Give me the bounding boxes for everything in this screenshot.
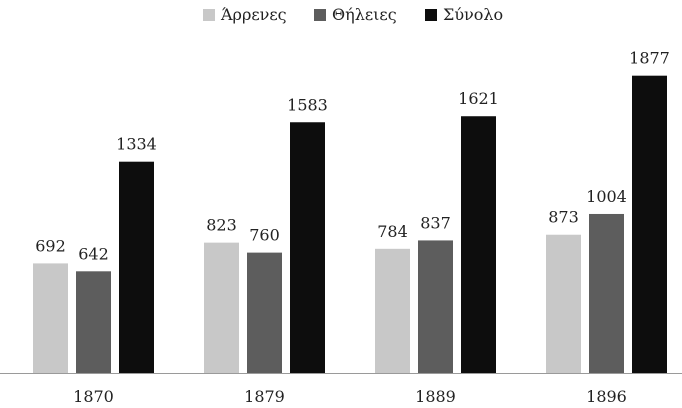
data-label-1879-series-2: 760 [249,226,280,245]
bar-1870-series-2 [76,271,111,373]
data-label-1896-series-2: 1004 [586,187,627,206]
legend-swatch-3 [425,9,437,21]
data-label-1889-series-2: 837 [420,213,451,232]
data-label-1870-series-1: 692 [35,236,66,255]
bar-1889-series-2 [418,240,453,373]
legend-label-3: Σύνολο [443,5,503,24]
bar-1896-series-3 [632,75,667,373]
bar-1889-series-1 [375,248,410,373]
data-label-1870-series-3: 1334 [116,135,157,154]
bar-1879-series-1 [204,242,239,373]
x-tick-label-1889: 1889 [415,387,456,406]
bar-group-1889: 784 837 1621 [375,89,499,374]
bar-1879-series-2 [247,252,282,373]
bar-1879-series-3 [290,122,325,373]
x-tick-label-1896: 1896 [586,387,627,406]
x-tick-label-1870: 1870 [73,387,114,406]
bar-1870-series-1 [33,263,68,373]
legend-label-1: Άρρενες [220,5,287,24]
data-label-1879-series-1: 823 [206,216,237,235]
bar-1896-series-2 [589,213,624,373]
data-label-1889-series-1: 784 [377,222,408,241]
x-tick-label-1879: 1879 [244,387,285,406]
data-label-1896-series-1: 873 [548,208,579,227]
legend-swatch-2 [314,9,326,21]
bar-1870-series-3 [119,161,154,373]
bar-group-1879: 823 760 1583 [204,95,328,373]
legend-label-2: Θήλειες [332,5,397,24]
bar-group-1870: 692 642 1334 [33,135,157,373]
bar-group-1896: 873 1004 1877 [546,49,670,373]
bar-1889-series-3 [461,116,496,374]
legend-swatch-1 [203,9,215,21]
data-label-1889-series-3: 1621 [458,89,499,108]
data-label-1870-series-2: 642 [78,244,109,263]
data-label-1896-series-3: 1877 [629,49,670,68]
data-label-1879-series-3: 1583 [287,95,328,114]
legend: Άρρενες Θήλειες Σύνολο [203,5,503,24]
bar-1896-series-1 [546,234,581,373]
